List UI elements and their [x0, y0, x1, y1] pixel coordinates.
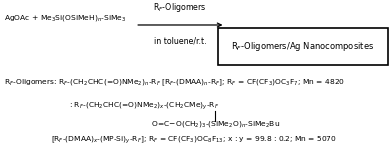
Text: [R$_F$-(DMAA)$_x$-(MP-Si)$_y$-R$_F$]; R$_F$ = CF(CF$_3$)OC$_8$F$_{13}$; x : y = : [R$_F$-(DMAA)$_x$-(MP-Si)$_y$-R$_F$]; R$… — [51, 135, 337, 146]
Text: R$_F$-Oligomers: R$_F$-Oligomers — [153, 1, 207, 14]
Text: R$_F$-Oligomers: R$_F$-(CH$_2$CHC(=O)NMe$_2$)$_n$-R$_F$ [R$_F$-(DMAA)$_n$-R$_F$]: R$_F$-Oligomers: R$_F$-(CH$_2$CHC(=O)NMe… — [4, 77, 345, 88]
Text: AgOAc + Me$_3$Si(OSiMeH)$_n$-SiMe$_3$: AgOAc + Me$_3$Si(OSiMeH)$_n$-SiMe$_3$ — [4, 13, 126, 23]
Text: : R$_F$-(CH$_2$CHC(=O)NMe$_2$)$_x$-(CH$_2$CMe)$_y$-R$_F$: : R$_F$-(CH$_2$CHC(=O)NMe$_2$)$_x$-(CH$_… — [69, 101, 219, 112]
Text: R$_F$-Oligomers/Ag Nanocomposites: R$_F$-Oligomers/Ag Nanocomposites — [231, 40, 374, 53]
Text: O$\!=\!$C$-$O(CH$_2$)$_3$-(SiMe$_2$O)$_n$-SiMe$_2$Bu: O$\!=\!$C$-$O(CH$_2$)$_3$-(SiMe$_2$O)$_n… — [151, 119, 280, 129]
Text: in toluene/r.t.: in toluene/r.t. — [154, 37, 207, 46]
Bar — [218, 28, 388, 65]
